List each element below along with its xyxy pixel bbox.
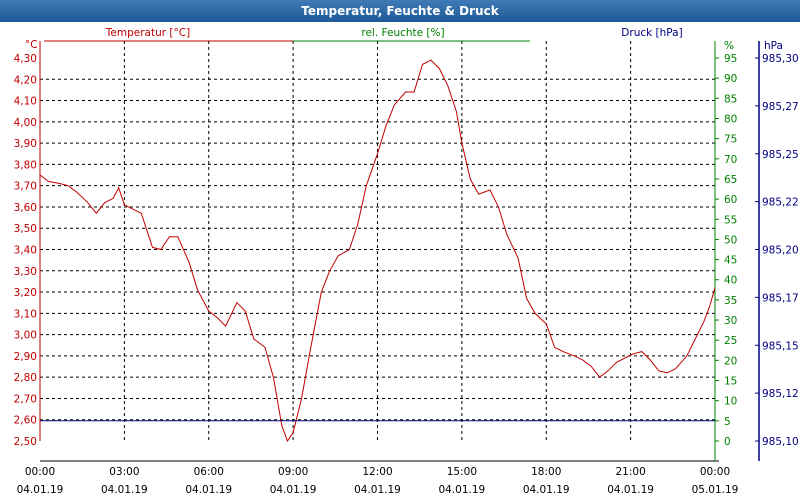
chart-grid xyxy=(40,41,715,441)
humidity-tick-label: 0 xyxy=(724,436,731,448)
temperature-tick-label: 3,20 xyxy=(14,287,37,299)
x-tick-time: 09:00 xyxy=(278,466,308,478)
pressure-tick-label: 985,10 xyxy=(762,436,799,448)
x-tick-time: 03:00 xyxy=(109,466,139,478)
humidity-tick-label: 50 xyxy=(724,234,737,246)
plot-frame xyxy=(39,40,760,462)
x-tick-date: 05.01.19 xyxy=(692,484,739,496)
pressure-tick-label: 985,12 xyxy=(762,388,799,400)
temperature-tick-label: 2,80 xyxy=(14,372,37,384)
x-tick-date: 04.01.19 xyxy=(270,484,317,496)
humidity-tick-label: 45 xyxy=(724,255,737,267)
temperature-tick-label: 4,00 xyxy=(14,117,37,129)
humidity-tick-label: 95 xyxy=(724,53,737,65)
x-tick-time: 00:00 xyxy=(700,466,730,478)
series-lines xyxy=(39,59,716,443)
chart: Temperatur [°C] rel. Feuchte [%] Druck [… xyxy=(14,27,799,496)
humidity-tick-label: 10 xyxy=(724,396,737,408)
x-tick-time: 18:00 xyxy=(531,466,561,478)
humidity-tick-label: 15 xyxy=(724,376,737,388)
x-tick-date: 04.01.19 xyxy=(185,484,232,496)
temperature-tick-label: 3,30 xyxy=(14,266,37,278)
pressure-legend: Druck [hPa] xyxy=(621,27,682,39)
humidity-tick-label: 5 xyxy=(724,416,731,428)
humidity-tick-label: 60 xyxy=(724,194,737,206)
temperature-unit: °C xyxy=(25,39,38,51)
temperature-tick-label: 3,90 xyxy=(14,138,37,150)
x-tick-time: 12:00 xyxy=(362,466,392,478)
pressure-tick-label: 985,22 xyxy=(762,197,799,209)
x-tick-time: 15:00 xyxy=(447,466,477,478)
x-tick-time: 06:00 xyxy=(194,466,224,478)
x-tick-date: 04.01.19 xyxy=(438,484,485,496)
temperature-tick-label: 3,70 xyxy=(14,181,37,193)
pressure-tick-label: 985,17 xyxy=(762,292,799,304)
temperature-tick-label: 3,80 xyxy=(14,159,37,171)
humidity-tick-label: 25 xyxy=(724,335,737,347)
humidity-tick-label: 20 xyxy=(724,355,737,367)
humidity-tick-label: 30 xyxy=(724,315,737,327)
temperature-tick-label: 2,90 xyxy=(14,351,37,363)
temperature-tick-label: 4,30 xyxy=(14,53,37,65)
humidity-tick-label: 55 xyxy=(724,214,737,226)
x-tick-time: 00:00 xyxy=(25,466,55,478)
humidity-tick-label: 65 xyxy=(724,174,737,186)
pressure-tick-label: 985,20 xyxy=(762,245,799,257)
x-tick-time: 21:00 xyxy=(615,466,645,478)
temperature-line xyxy=(39,59,716,443)
temperature-tick-label: 3,60 xyxy=(14,202,37,214)
window-title: Temperatur, Feuchte & Druck xyxy=(0,0,800,22)
x-tick-date: 04.01.19 xyxy=(17,484,64,496)
pressure-tick-label: 985,27 xyxy=(762,101,799,113)
axis-labels: 4,30 4,20 4,10 4,00 3,90 3,80 3,70 3,60 3,50 3,40… xyxy=(14,39,799,496)
x-tick-date: 04.01.19 xyxy=(101,484,148,496)
temperature-tick-label: 3,00 xyxy=(14,330,37,342)
x-tick-date: 04.01.19 xyxy=(354,484,401,496)
x-tick-date: 04.01.19 xyxy=(523,484,570,496)
humidity-tick-label: 85 xyxy=(724,93,737,105)
pressure-unit: hPa xyxy=(764,40,783,52)
temperature-tick-label: 4,10 xyxy=(14,96,37,108)
humidity-tick-label: 40 xyxy=(724,275,737,287)
pressure-tick-label: 985,30 xyxy=(762,53,799,65)
temperature-tick-label: 3,50 xyxy=(14,223,37,235)
temperature-tick-label: 3,10 xyxy=(14,308,37,320)
pressure-tick-label: 985,25 xyxy=(762,149,799,161)
humidity-legend: rel. Feuchte [%] xyxy=(361,27,444,39)
temperature-tick-label: 2,70 xyxy=(14,393,37,405)
legend: Temperatur [°C] rel. Feuchte [%] Druck [… xyxy=(105,27,683,39)
humidity-tick-label: 70 xyxy=(724,154,737,166)
humidity-tick-label: 35 xyxy=(724,295,737,307)
x-tick-date: 04.01.19 xyxy=(607,484,654,496)
temperature-tick-label: 4,20 xyxy=(14,74,37,86)
humidity-tick-label: 75 xyxy=(724,134,737,146)
humidity-tick-label: 80 xyxy=(724,113,737,125)
temperature-tick-label: 2,50 xyxy=(14,436,37,448)
pressure-tick-label: 985,15 xyxy=(762,340,799,352)
temperature-legend: Temperatur [°C] xyxy=(105,27,190,39)
humidity-tick-label: 90 xyxy=(724,73,737,85)
humidity-unit: % xyxy=(724,40,734,52)
temperature-tick-label: 2,60 xyxy=(14,415,37,427)
temperature-tick-label: 3,40 xyxy=(14,245,37,257)
